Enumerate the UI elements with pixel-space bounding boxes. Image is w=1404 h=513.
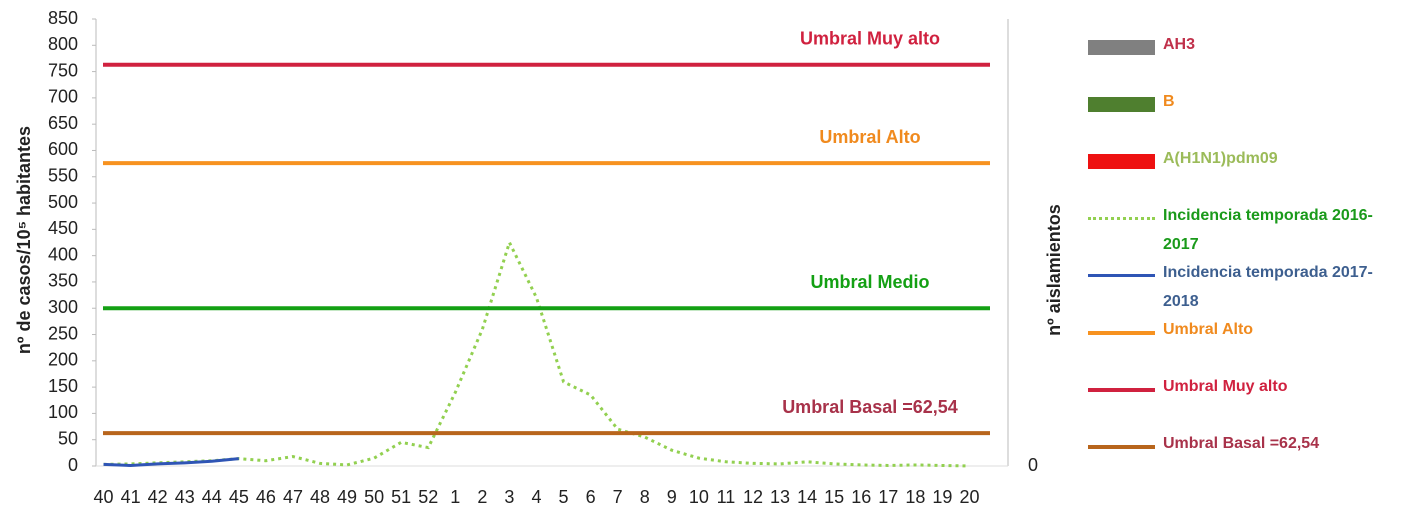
x-tick-label: 48: [310, 487, 330, 507]
legend-swatch: [1088, 154, 1155, 169]
y-tick-label: 750: [48, 60, 78, 80]
legend-label: Umbral Alto: [1163, 321, 1254, 338]
legend-swatch: [1088, 274, 1155, 277]
x-tick-label: 9: [667, 487, 677, 507]
x-tick-label: 50: [364, 487, 384, 507]
x-tick-label: 46: [256, 487, 276, 507]
x-tick-label: 13: [770, 487, 790, 507]
y-tick-label: 350: [48, 271, 78, 291]
legend-label: Umbral Basal =62,54: [1163, 435, 1320, 452]
x-tick-label: 2: [477, 487, 487, 507]
legend-swatch: [1088, 40, 1155, 55]
x-tick-label: 43: [175, 487, 195, 507]
y-tick-label: 500: [48, 192, 78, 212]
legend-label: Incidencia temporada 2017-2018: [1163, 264, 1373, 310]
x-tick-label: 1: [450, 487, 460, 507]
y-tick-label: 600: [48, 139, 78, 159]
x-tick-label: 49: [337, 487, 357, 507]
legend-label: Incidencia temporada 2016-2017: [1163, 207, 1373, 253]
x-tick-label: 6: [586, 487, 596, 507]
y-tick-label: 50: [58, 428, 78, 448]
legend-entry: Incidencia temporada 2017-2018: [1088, 258, 1398, 315]
threshold-label: Umbral Medio: [810, 272, 929, 292]
x-tick-label: 4: [531, 487, 541, 507]
x-tick-label: 40: [94, 487, 114, 507]
x-tick-label: 20: [959, 487, 979, 507]
legend-entry: Umbral Basal =62,54: [1088, 429, 1398, 486]
x-tick-label: 17: [878, 487, 898, 507]
y-tick-label: 0: [68, 455, 78, 475]
legend-entry: AH3: [1088, 30, 1398, 87]
x-tick-label: 44: [202, 487, 222, 507]
legend-swatch: [1088, 97, 1155, 112]
legend-entry: Incidencia temporada 2016-2017: [1088, 201, 1398, 258]
x-tick-label: 11: [717, 487, 736, 507]
y-tick-label: 400: [48, 244, 78, 264]
x-tick-label: 5: [559, 487, 569, 507]
legend-label: AH3: [1163, 36, 1196, 53]
x-tick-label: 12: [743, 487, 763, 507]
legend-swatch: [1088, 388, 1155, 392]
x-tick-label: 51: [391, 487, 411, 507]
y-tick-label: 150: [48, 376, 78, 396]
x-tick-label: 8: [640, 487, 650, 507]
y-tick-label: 300: [48, 297, 78, 317]
y-tick-label: 550: [48, 166, 78, 186]
x-tick-label: 7: [613, 487, 623, 507]
line: [103, 238, 970, 468]
x-tick-label: 3: [504, 487, 514, 507]
x-tick-label: 42: [148, 487, 168, 507]
legend-label: B: [1163, 93, 1175, 110]
legend: AH3 B A(H1N1)pdm09 Incidencia temporada 201…: [1088, 30, 1398, 486]
threshold-label: Umbral Alto: [819, 127, 920, 147]
x-tick-label: 47: [283, 487, 303, 507]
x-tick-label: 45: [229, 487, 249, 507]
y-tick-label: 700: [48, 87, 78, 107]
legend-entry: B: [1088, 87, 1398, 144]
x-tick-label: 18: [905, 487, 925, 507]
legend-swatch: [1088, 217, 1155, 220]
legend-label: Umbral Muy alto: [1163, 378, 1288, 395]
x-tick-label: 19: [932, 487, 952, 507]
y2-tick-label: 0: [1028, 455, 1038, 475]
legend-entry: A(H1N1)pdm09: [1088, 144, 1398, 201]
y-tick-label: 850: [48, 8, 78, 28]
x-tick-label: 14: [797, 487, 817, 507]
threshold-label: Umbral Basal =62,54: [782, 397, 958, 417]
y-tick-label: 800: [48, 34, 78, 54]
y-tick-label: 250: [48, 323, 78, 343]
x-tick-label: 41: [121, 487, 141, 507]
y-tick-label: 450: [48, 218, 78, 238]
x-tick-label: 52: [418, 487, 438, 507]
legend-entry: Umbral Alto: [1088, 315, 1398, 372]
y-tick-label: 200: [48, 350, 78, 370]
y2-axis-label: nº aislamientos: [1044, 204, 1064, 336]
legend-label: A(H1N1)pdm09: [1163, 150, 1278, 167]
x-tick-label: 10: [689, 487, 709, 507]
y-axis-label: nº de casos/10⁵ habitantes: [14, 126, 34, 354]
x-tick-label: 16: [851, 487, 871, 507]
legend-entry: Umbral Muy alto: [1088, 372, 1398, 429]
legend-swatch: [1088, 445, 1155, 449]
threshold-label: Umbral Muy alto: [800, 29, 940, 49]
y-tick-label: 650: [48, 113, 78, 133]
line: [103, 457, 239, 467]
x-tick-label: 15: [824, 487, 844, 507]
y-tick-label: 100: [48, 402, 78, 422]
legend-swatch: [1088, 331, 1155, 335]
